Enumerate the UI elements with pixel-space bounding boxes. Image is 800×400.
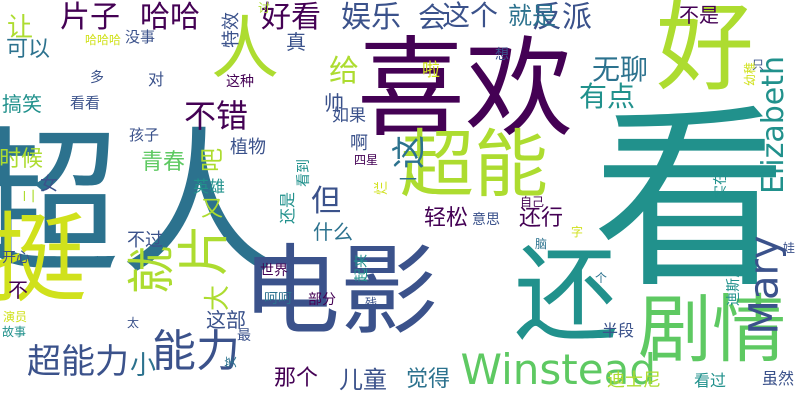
word-cloud-term: Mary [741, 235, 788, 335]
word-cloud-term: 字 [571, 225, 584, 239]
word-cloud-term: 剧情 [638, 287, 786, 373]
word-cloud-term: 脑 [535, 237, 548, 251]
word-cloud-term: 啊 [350, 133, 368, 154]
word-cloud-term: 吧 [198, 148, 226, 172]
word-cloud-term: 世界 [260, 263, 288, 279]
word-cloud-term: 不错 [184, 97, 249, 135]
word-cloud-term: 太 [127, 316, 140, 330]
word-cloud-term: 开心 [2, 250, 30, 266]
word-cloud-term: 看 [592, 86, 788, 314]
word-cloud-term: 让 [7, 13, 34, 43]
word-cloud-term: 看到 [296, 159, 312, 187]
word-cloud-term: 反派 [532, 0, 592, 35]
word-cloud-term: 想 [495, 47, 509, 63]
word-cloud-term: 不 [8, 278, 28, 302]
word-cloud-term: 看看 [70, 93, 101, 112]
word-cloud-term: 幼稚 [743, 61, 758, 87]
word-cloud-term: 时候 [0, 147, 44, 172]
word-cloud-term: 故事 [2, 325, 27, 339]
word-cloud-term: 烂 [374, 181, 390, 195]
word-cloud-term: 这种 [226, 74, 254, 90]
word-cloud-term: 能力 [152, 326, 240, 377]
word-cloud-term: 什么 [313, 220, 353, 244]
word-cloud-term: 还行 [519, 206, 564, 231]
word-cloud-term: 演员 [3, 310, 28, 324]
word-cloud-term: 残 [365, 296, 378, 310]
word-cloud-term: 这部 [206, 308, 246, 332]
word-cloud-term: 搞笑 [2, 92, 42, 116]
word-cloud-term: 不是 [679, 3, 719, 27]
word-cloud-term: 半段 [602, 321, 635, 340]
word-cloud-term: 又 [201, 197, 224, 222]
word-cloud-term: 给 [329, 54, 359, 89]
word-cloud-term: 没事 [125, 27, 156, 46]
word-cloud-term: 还 [514, 234, 619, 356]
word-cloud-term: 讨 [258, 1, 271, 15]
word-cloud-term: 呵呵 [264, 291, 292, 307]
word-cloud-term: 就是 [508, 2, 556, 30]
word-cloud-term: 如果 [332, 105, 366, 126]
word-cloud-term: 帅 [324, 91, 344, 115]
word-cloud-term: 二 [22, 189, 38, 203]
word-cloud-term: 电影 [242, 235, 439, 349]
word-cloud-term: 不过 [127, 230, 163, 251]
word-cloud-term: 个 [595, 271, 608, 285]
word-cloud-term: 有点 [579, 80, 636, 113]
word-cloud-term: 轻松 [424, 206, 469, 231]
word-cloud-term: 小 [130, 351, 157, 381]
word-cloud-term: 起来 [354, 254, 370, 282]
word-cloud-term: 还是 [278, 191, 298, 225]
word-cloud-term: 娱乐 [341, 0, 401, 35]
word-cloud-term: 会 [418, 1, 447, 34]
word-cloud-term: 哈哈哈 [85, 33, 122, 47]
word-cloud-term: 真 [286, 30, 306, 54]
word-cloud-term: 就 [124, 245, 181, 295]
word-cloud-term: 那个 [274, 366, 319, 391]
word-cloud-term: 这个 [442, 0, 499, 32]
word-cloud-term: 英雄 [193, 177, 226, 196]
word-cloud-term: 喜欢 [357, 27, 574, 152]
word-cloud-term: 人 [211, 10, 280, 89]
word-cloud-term: 好看 [261, 0, 321, 35]
word-cloud-term: 儿童 [339, 366, 387, 394]
word-cloud-term: 青春 [141, 150, 186, 175]
word-cloud-term: 四星 [354, 153, 379, 167]
word-cloud-term: 意思 [472, 212, 500, 228]
word-cloud-term: 超能 [400, 122, 548, 208]
word-cloud-term: 超人 [0, 113, 278, 297]
word-cloud-term: 片子 [60, 0, 120, 35]
word-cloud-term: 实在 [713, 171, 729, 199]
word-cloud-term: 对 [148, 70, 165, 89]
word-cloud-term: Winstead [460, 345, 656, 394]
word-cloud-term: 植物 [230, 137, 266, 158]
word-cloud-term: 迪斯尼 [726, 264, 742, 306]
word-cloud-term: 啦 [422, 60, 440, 81]
word-cloud-term: 觉得 [406, 367, 451, 392]
word-cloud-term: 好 [656, 0, 755, 105]
word-cloud-term: 部分 [308, 292, 336, 308]
word-cloud-term: 无聊 [592, 53, 649, 86]
word-cloud-term: 迪士尼 [607, 370, 661, 391]
word-cloud-term: 只 [752, 58, 765, 72]
word-cloud-term: 虽然 [762, 369, 795, 388]
word-cloud-term: 最 [237, 328, 251, 344]
word-cloud-term: 片 [175, 223, 236, 277]
word-cloud-term: 但 [311, 184, 341, 219]
word-cloud-term: 女 [40, 174, 58, 195]
word-cloud-term: 一 [399, 170, 417, 191]
word-cloud-term: 孩子 [129, 125, 160, 144]
word-cloud-term: 超能力 [27, 342, 129, 382]
word-cloud-term: 自己 [520, 195, 545, 209]
word-cloud-term: 看过 [694, 371, 727, 390]
word-cloud-term: 笑 [224, 355, 239, 369]
word-cloud-term: 娃 [783, 241, 796, 255]
word-cloud-term: 可以 [6, 37, 51, 62]
word-cloud-term: Elizabeth [756, 55, 792, 195]
word-cloud-term: 特效 [221, 12, 242, 48]
word-cloud-term: 哈哈 [140, 0, 200, 35]
word-cloud-term: 这 [390, 135, 430, 169]
word-cloud-term: 挺 [0, 203, 88, 317]
word-cloud-term: 多 [90, 70, 104, 86]
